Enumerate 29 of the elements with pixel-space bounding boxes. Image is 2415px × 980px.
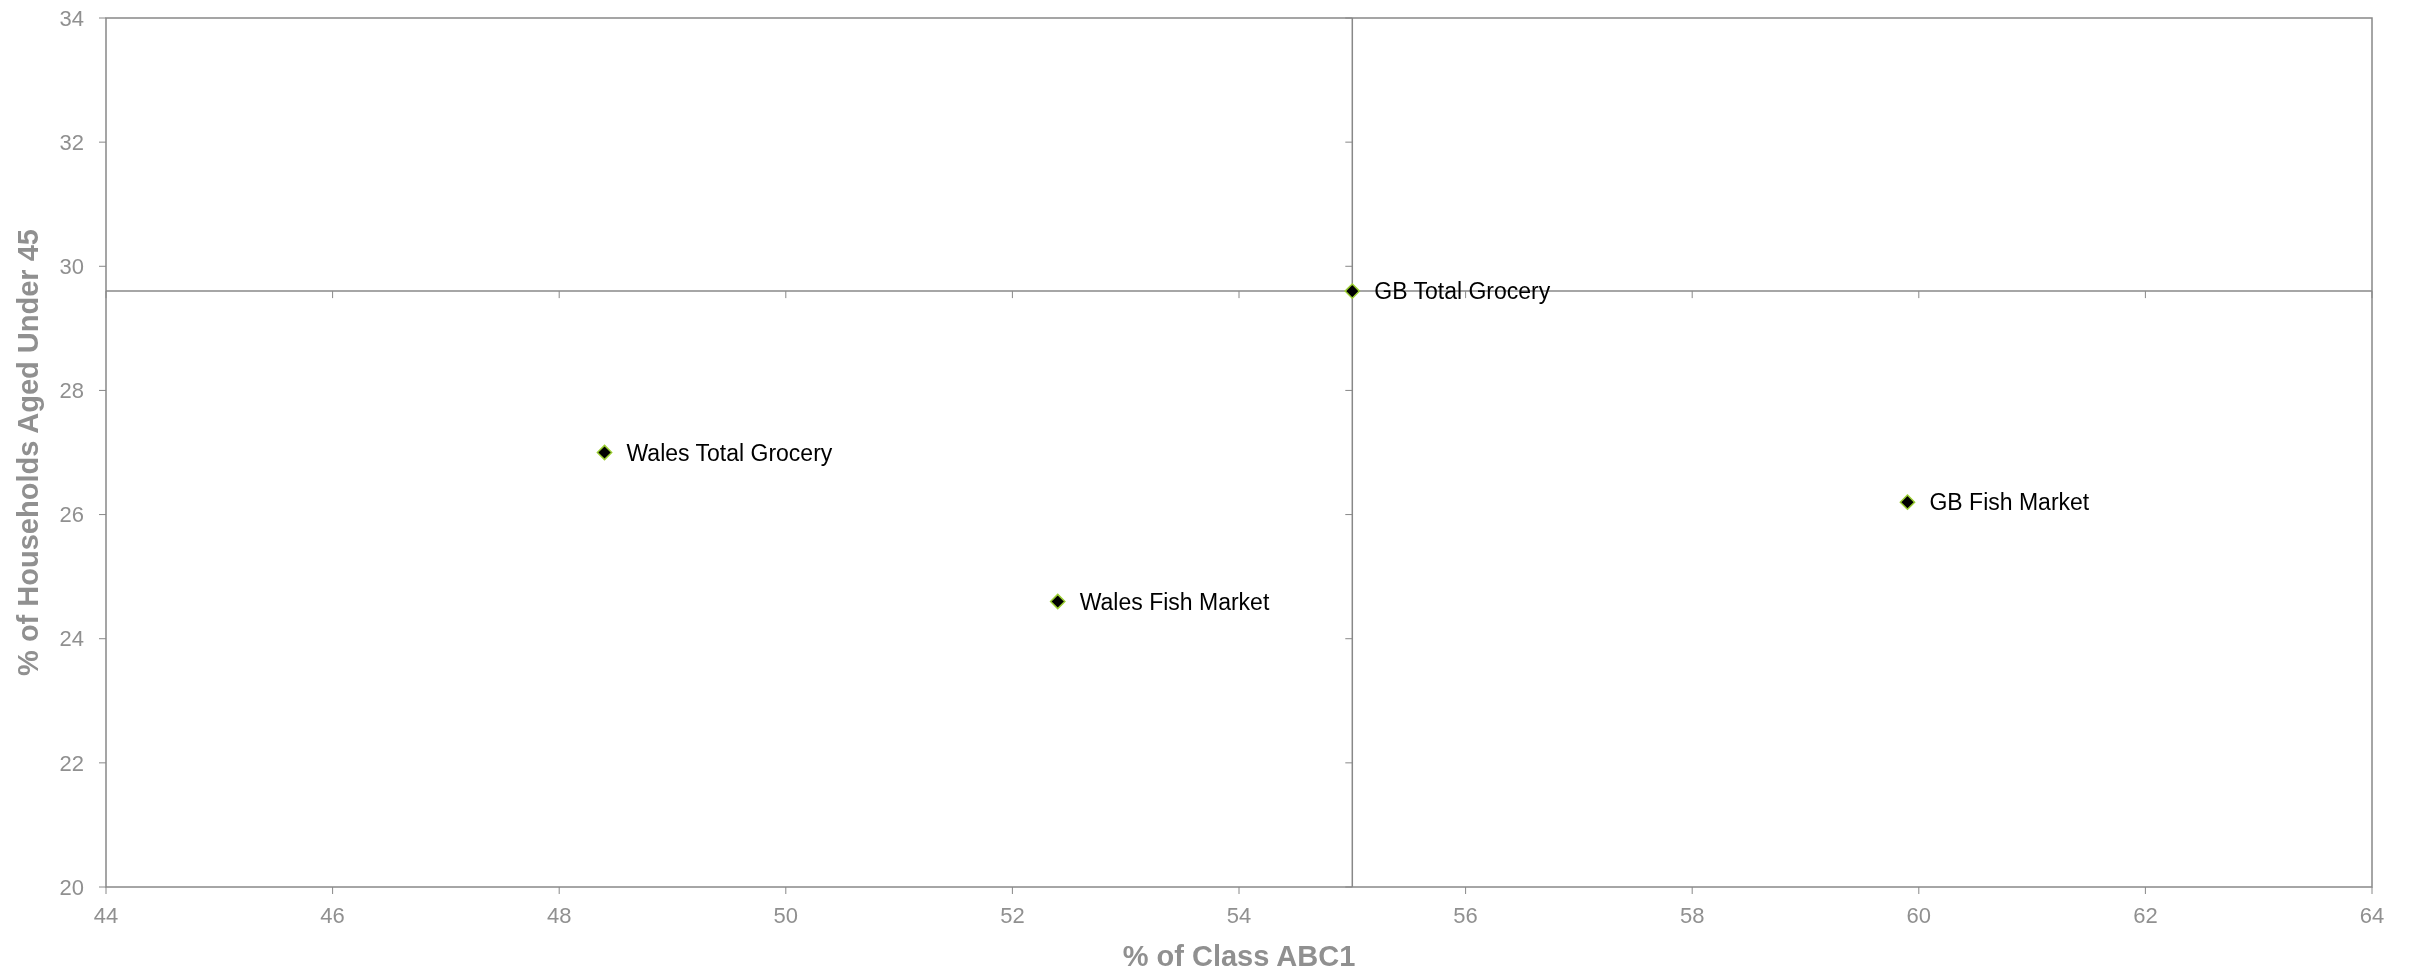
point [1049,593,1066,610]
x-tick-label: 58 [1679,903,1705,928]
series-label: GB Total Grocery [1374,278,1551,305]
x-tick-label: 44 [93,903,119,928]
point [1344,283,1361,299]
x-tick-label: 64 [2359,903,2385,928]
x-tick-label: 60 [1906,903,1932,928]
point [596,444,613,461]
y-tick-label: 20 [59,874,84,900]
y-tick-label: 30 [59,253,84,279]
series-label: Wales Total Grocery [626,439,833,466]
y-tick-label: 34 [59,5,84,31]
x-tick-label: 46 [320,903,345,928]
y-tick-label: 24 [59,626,84,652]
x-axis-title: % of Class ABC1 [1122,940,1356,972]
y-tick-label: 32 [59,129,84,155]
x-tick-label: 56 [1453,903,1478,928]
series-label: Wales Fish Market [1079,588,1270,615]
y-tick-label: 26 [59,502,84,528]
x-tick-label: 52 [1000,903,1025,928]
y-axis-title: % of Households Aged Under 45 [12,229,44,676]
series-label: GB Fish Market [1929,489,2090,516]
x-tick-label: 50 [773,903,799,928]
point [1899,494,1916,511]
y-tick-label: 28 [59,378,84,404]
x-tick-label: 62 [2133,903,2158,928]
x-tick-label: 48 [546,903,572,928]
x-tick-label: 54 [1226,903,1252,928]
y-tick-label: 22 [59,750,84,776]
